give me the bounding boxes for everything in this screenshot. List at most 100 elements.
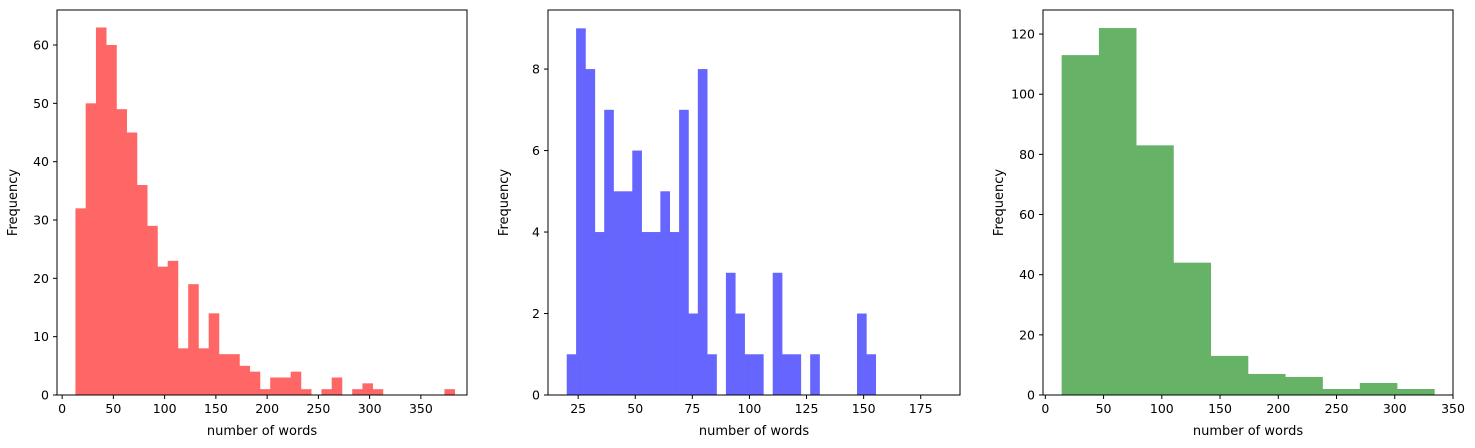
histogram-blue-panel: 25 50 75 100 125 150 175 0 2 4 6 8 number of words Fr… xyxy=(497,9,961,439)
x-tick-label: 100 xyxy=(738,401,762,416)
histogram-bar xyxy=(660,191,671,395)
histogram-bar xyxy=(85,103,97,395)
histogram-bar xyxy=(147,225,158,395)
histogram-bar xyxy=(1359,382,1398,395)
x-tick-label: 150 xyxy=(204,401,228,416)
histogram-bar xyxy=(1322,388,1361,395)
x-tick-label: 50 xyxy=(1096,401,1112,416)
plot-frame xyxy=(547,9,961,396)
histogram-bar xyxy=(594,232,605,395)
histogram-bar xyxy=(95,27,107,395)
histogram-bar xyxy=(362,383,373,395)
y-tick-label: 30 xyxy=(33,213,49,228)
y-tick-label: 80 xyxy=(1019,147,1035,162)
y-tick-label: 100 xyxy=(1011,87,1035,102)
histogram-bar xyxy=(239,365,250,395)
y-axis-label: Frequency xyxy=(6,169,21,236)
y-tick-label: 8 xyxy=(532,62,540,77)
histogram-bar xyxy=(198,348,209,395)
y-tick-label: 0 xyxy=(532,388,540,403)
histogram-bar xyxy=(188,284,199,395)
y-tick-label: 2 xyxy=(532,306,540,321)
histogram-bar xyxy=(1136,145,1174,395)
histogram-bar xyxy=(300,389,312,395)
histogram-bar xyxy=(218,354,230,395)
histogram-bar xyxy=(1173,262,1212,395)
y-tick-label: 4 xyxy=(532,225,540,240)
y-tick-label: 20 xyxy=(33,271,49,286)
histogram-bar xyxy=(280,377,291,395)
histogram-bar xyxy=(136,185,148,395)
histogram-bar xyxy=(707,354,717,395)
histogram-bar xyxy=(613,191,624,395)
y-tick-label: 10 xyxy=(33,329,49,344)
x-tick-label: 300 xyxy=(1383,401,1407,416)
y-tick-label: 40 xyxy=(1019,267,1035,282)
histogram-bar xyxy=(444,389,455,395)
histogram-bar xyxy=(116,109,127,396)
histogram-bar xyxy=(697,69,708,396)
histogram-bar xyxy=(604,109,614,395)
y-tick-label: 40 xyxy=(33,154,49,169)
histogram-bar xyxy=(270,377,281,395)
histogram-bar xyxy=(566,354,577,395)
histogram-bar xyxy=(157,266,168,395)
plot-frame xyxy=(1042,9,1454,396)
x-axis-label: number of words xyxy=(207,424,317,439)
histogram-bar xyxy=(735,313,745,395)
histogram-bar xyxy=(791,354,802,395)
x-axis-label: number of words xyxy=(1193,424,1303,439)
histogram-bar xyxy=(1061,55,1100,395)
histogram-bar xyxy=(585,69,596,396)
histogram-bar xyxy=(126,132,138,395)
y-axis-label: Frequency xyxy=(992,169,1007,236)
histogram-bar xyxy=(290,371,302,395)
x-tick-label: 300 xyxy=(358,401,382,416)
y-tick-label: 60 xyxy=(33,38,49,53)
x-tick-label: 175 xyxy=(909,401,933,416)
histogram-bar xyxy=(372,389,384,395)
histogram-bar xyxy=(167,260,179,395)
histogram-green-panel: 0 50 100 150 200 250 300 350 0 20 40 60 80 100 120 numb… xyxy=(992,9,1465,439)
y-axis-label: Frequency xyxy=(497,169,512,236)
x-tick-label: 200 xyxy=(1266,401,1290,416)
y-tick-label: 0 xyxy=(1027,388,1035,403)
x-tick-label: 0 xyxy=(58,401,66,416)
histogram-bar xyxy=(1285,376,1323,395)
histogram-bar xyxy=(177,348,189,395)
histogram-bar xyxy=(754,354,764,395)
x-tick-label: 350 xyxy=(1441,401,1465,416)
histogram-bar xyxy=(688,313,699,395)
x-tick-label: 75 xyxy=(684,401,700,416)
x-tick-label: 100 xyxy=(153,401,177,416)
plot-frame xyxy=(56,9,468,396)
x-tick-label: 200 xyxy=(255,401,279,416)
histogram-bar xyxy=(229,354,240,395)
histogram-bar xyxy=(352,389,363,395)
histogram-bar xyxy=(725,272,736,395)
histogram-bar xyxy=(1397,388,1435,395)
histogram-bar xyxy=(669,232,680,395)
histogram-bar xyxy=(259,389,271,395)
histogram-bar xyxy=(576,28,586,395)
x-tick-label: 125 xyxy=(795,401,819,416)
y-tick-label: 60 xyxy=(1019,207,1035,222)
histogram-bar xyxy=(249,371,261,395)
y-tick-label: 6 xyxy=(532,143,540,158)
histogram-bar xyxy=(782,354,792,395)
x-tick-label: 50 xyxy=(105,401,121,416)
x-tick-label: 150 xyxy=(852,401,876,416)
histogram-bar xyxy=(857,313,867,395)
x-tick-label: 100 xyxy=(1150,401,1174,416)
histogram-bar xyxy=(208,313,220,395)
histogram-bar xyxy=(1098,28,1137,395)
histogram-bar xyxy=(810,354,820,395)
histogram-bar xyxy=(679,109,689,395)
x-tick-label: 250 xyxy=(1325,401,1349,416)
histogram-bar xyxy=(622,191,633,395)
histogram-bar xyxy=(106,45,117,395)
x-axis-label: number of words xyxy=(699,424,809,439)
y-tick-label: 120 xyxy=(1011,27,1035,42)
x-tick-label: 350 xyxy=(409,401,433,416)
